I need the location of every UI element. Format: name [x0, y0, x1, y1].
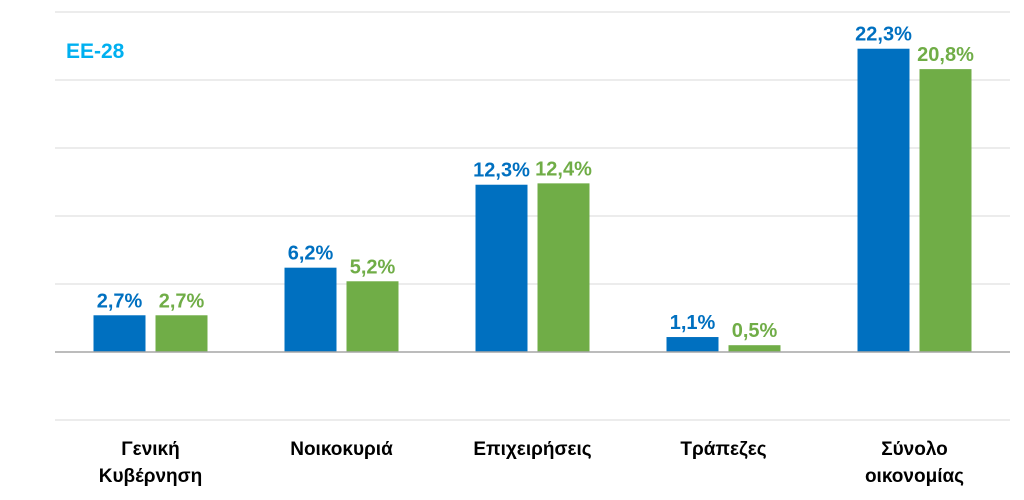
category-label: Επιχειρήσεις [473, 439, 592, 460]
data-label: 6,2% [288, 243, 334, 265]
inset-label: ΕΕ-28 [66, 40, 125, 63]
bar-series-1 [857, 48, 910, 352]
data-label: 20,8% [917, 44, 974, 66]
category-label: Τράπεζες [680, 439, 767, 460]
data-label: 22,3% [855, 24, 912, 46]
bar-series-2 [537, 183, 590, 352]
data-label: 12,4% [535, 158, 592, 180]
bar-series-2 [728, 345, 781, 352]
bar-series-2 [919, 69, 972, 353]
category-label: Σύνολο οικονομίας [864, 439, 965, 487]
data-label: 2,7% [97, 290, 143, 312]
category-label: Νοικοκυριά [290, 439, 393, 460]
bar-series-1 [93, 315, 146, 352]
data-label: 0,5% [732, 320, 778, 342]
data-label: 5,2% [350, 256, 396, 278]
data-label: 1,1% [670, 312, 716, 334]
bar-series-2 [346, 281, 399, 352]
bar-series-1 [666, 337, 719, 352]
category-label: Γενική Κυβέρνηση [98, 439, 203, 487]
bar-series-1 [284, 267, 337, 352]
data-label: 12,3% [473, 160, 530, 182]
bar-series-1 [475, 184, 528, 352]
bar-series-2 [155, 315, 208, 352]
data-label: 2,7% [159, 290, 205, 312]
